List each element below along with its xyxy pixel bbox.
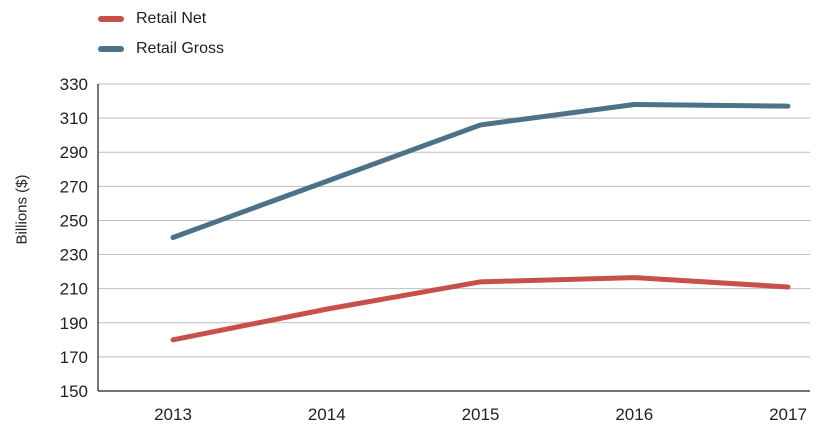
- series-lines: [170, 101, 791, 343]
- chart-legend: Retail Net Retail Gross: [98, 4, 224, 64]
- grid-lines: [97, 83, 810, 392]
- y-tick-label-170: 170: [60, 348, 88, 367]
- series-line-retail-gross: [170, 101, 791, 240]
- y-tick-label-210: 210: [60, 280, 88, 299]
- x-tick-label-2015: 2015: [462, 405, 500, 424]
- legend-swatch-retail-gross: [98, 46, 124, 52]
- x-tick-label-2016: 2016: [615, 405, 653, 424]
- legend-item-retail-net: Retail Net: [98, 4, 224, 34]
- y-axis-ticks: 150 170 190 210 230 250 270 290 310 330: [60, 75, 88, 401]
- y-tick-label-250: 250: [60, 211, 88, 230]
- x-tick-label-2014: 2014: [308, 405, 346, 424]
- x-axis-ticks: 2013 2014 2015 2016 2017: [154, 405, 807, 424]
- legend-swatch-retail-net: [98, 16, 124, 22]
- y-tick-label-150: 150: [60, 382, 88, 401]
- y-tick-label-330: 330: [60, 75, 88, 94]
- y-tick-label-190: 190: [60, 314, 88, 333]
- y-tick-label-310: 310: [60, 109, 88, 128]
- legend-label-retail-gross: Retail Gross: [136, 40, 225, 57]
- legend-label-retail-net: Retail Net: [136, 10, 207, 27]
- y-tick-label-230: 230: [60, 246, 88, 265]
- y-tick-label-270: 270: [60, 177, 88, 196]
- x-tick-label-2013: 2013: [154, 405, 192, 424]
- series-line-retail-net: [170, 275, 791, 343]
- y-tick-label-290: 290: [60, 143, 88, 162]
- legend-item-retail-gross: Retail Gross: [98, 34, 224, 64]
- x-tick-label-2017: 2017: [769, 405, 807, 424]
